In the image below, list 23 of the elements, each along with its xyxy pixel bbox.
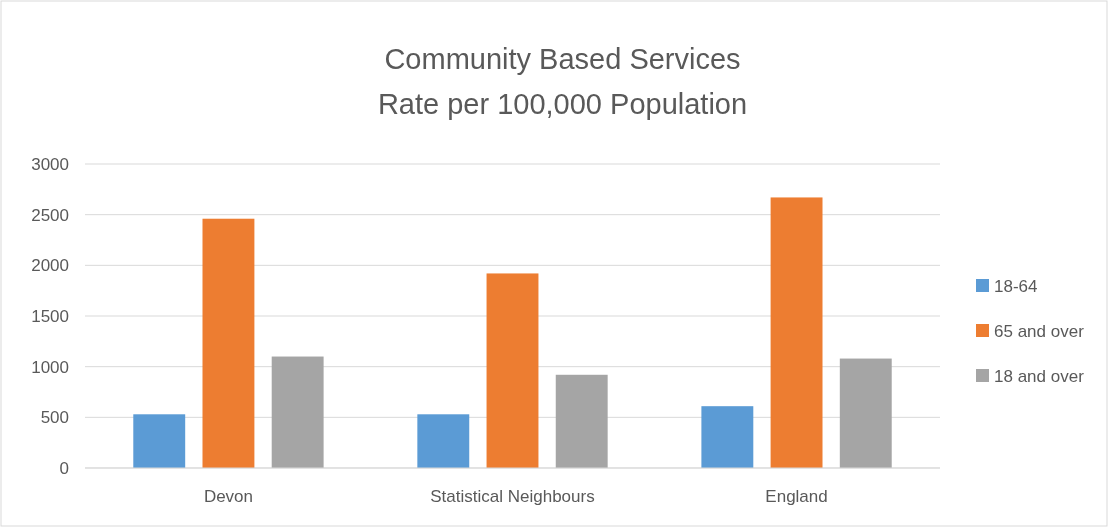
x-tick-label: Statistical Neighbours xyxy=(430,487,595,506)
y-tick-label: 2000 xyxy=(31,256,69,276)
y-tick-label: 1000 xyxy=(31,357,69,377)
x-tick-label: England xyxy=(765,487,828,506)
legend-label: 65 and over xyxy=(994,321,1085,341)
bar xyxy=(555,374,608,468)
x-tick-label: Devon xyxy=(203,487,254,506)
y-tick-label: 3000 xyxy=(31,154,69,174)
bar xyxy=(202,218,255,468)
bar xyxy=(701,406,754,468)
bar xyxy=(770,197,823,468)
y-tick-label: 500 xyxy=(40,408,69,428)
y-tick-label: 0 xyxy=(59,458,69,478)
legend-label: 18 and over xyxy=(994,366,1085,386)
y-tick-label: 2500 xyxy=(31,205,69,225)
bar xyxy=(839,358,892,468)
bar xyxy=(133,414,186,468)
y-tick-label: 1500 xyxy=(31,306,69,326)
bar xyxy=(486,273,539,468)
chart-title: Community Based Services Rate per 100,000 Population xyxy=(377,43,748,120)
legend-label: 18-64 xyxy=(994,276,1038,296)
bar xyxy=(271,356,324,468)
bar xyxy=(417,414,470,468)
